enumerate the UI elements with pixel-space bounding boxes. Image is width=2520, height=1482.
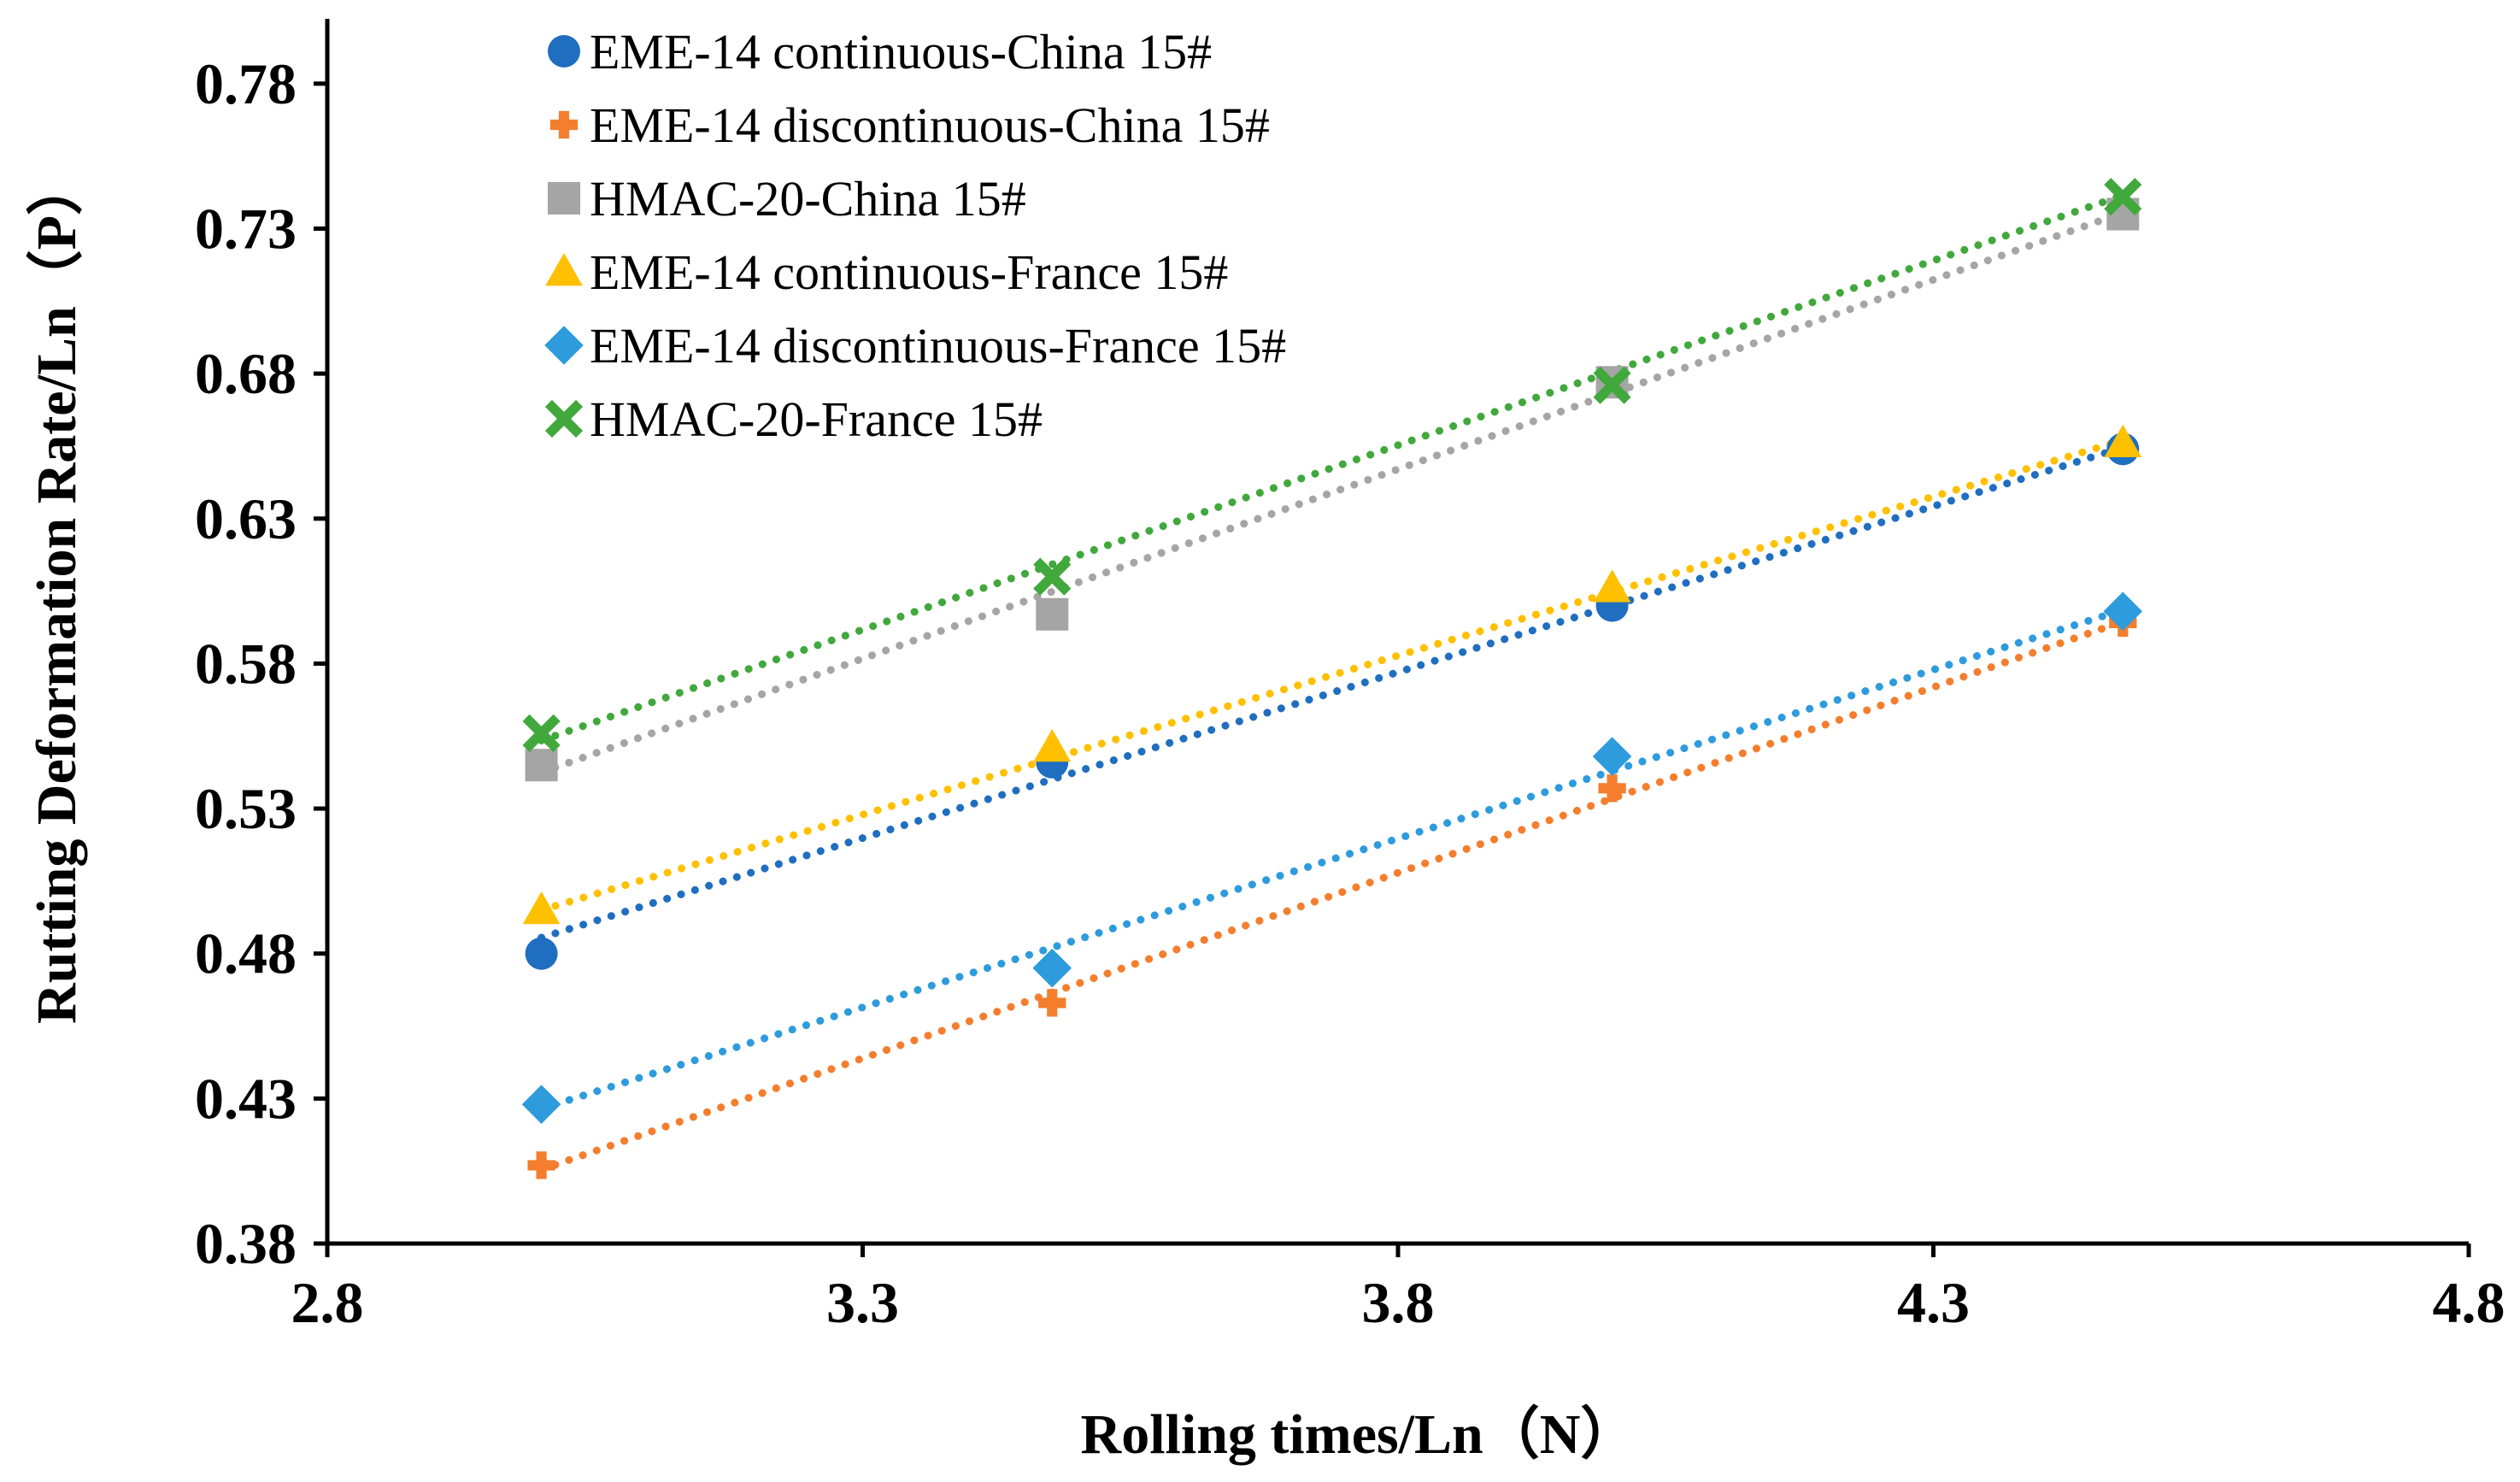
legend-marker-2 (549, 110, 579, 139)
x-marker-stroke (1593, 366, 1631, 404)
data-point-series-5 (2103, 591, 2143, 632)
data-point-series-6 (1593, 366, 1631, 404)
legend-marker-5 (544, 326, 584, 365)
y-tick-label: 0.78 (195, 51, 297, 116)
data-point-series-6 (522, 714, 561, 752)
axes (314, 19, 2471, 1257)
data-point-series-4 (1593, 569, 1631, 603)
legend-marker-6 (544, 399, 584, 438)
legend-marker-3 (548, 182, 580, 215)
data-point-series-5 (521, 1085, 561, 1124)
legend-label-3: HMAC-20-China 15# (590, 171, 1026, 226)
data-points (521, 178, 2143, 1179)
legend-label-6: HMAC-20-France 15# (590, 391, 1043, 447)
legend-label-2: EME-14 discontinuous-China 15# (590, 97, 1270, 153)
data-point-series-6 (2104, 178, 2142, 216)
y-tick-label: 0.43 (195, 1066, 297, 1131)
legend: EME-14 continuous-China 15# EME-14 discon… (544, 24, 1286, 447)
data-point-series-5 (1592, 737, 1632, 776)
x-marker-stroke (1033, 557, 1072, 596)
legend-marker-1 (548, 35, 580, 68)
tick-labels: 0.38 0.43 0.48 0.53 0.58 0.63 0.68 0.73 0.78 2.8 3… (195, 51, 2505, 1335)
trendline-series-6 (537, 191, 2127, 744)
data-point-series-2 (1598, 774, 1626, 803)
data-point-series-2 (1038, 989, 1066, 1017)
data-point-series-3 (525, 749, 558, 782)
x-tick-label: 3.3 (826, 1270, 899, 1335)
legend-label-1: EME-14 continuous-China 15# (590, 24, 1212, 79)
data-point-series-4 (1033, 728, 1072, 762)
x-marker-stroke (2104, 178, 2142, 216)
data-point-series-4 (2104, 424, 2142, 457)
data-point-series-4 (522, 891, 561, 925)
trendline-series-3 (537, 209, 2127, 777)
data-point-series-2 (527, 1151, 555, 1179)
y-tick-label: 0.63 (195, 486, 297, 551)
legend-label-5: EME-14 discontinuous-France 15# (590, 318, 1286, 373)
y-tick-label: 0.73 (195, 197, 297, 262)
y-tick-label: 0.68 (195, 341, 297, 406)
x-tick-label: 4.3 (1897, 1270, 1970, 1335)
data-point-series-6 (1033, 557, 1072, 596)
y-tick-label: 0.48 (195, 921, 297, 986)
data-point-series-3 (1036, 597, 1069, 631)
x-tick-label: 2.8 (291, 1270, 364, 1335)
y-tick-label: 0.38 (195, 1211, 297, 1276)
x-axis-title: Rolling times/Ln（N） (1081, 1403, 1637, 1466)
trendline-series-2 (537, 617, 2127, 1173)
y-axis-title: Rutting Deformation Rate/Ln（P） (25, 159, 88, 1024)
trendline-series-1 (537, 444, 2127, 942)
trendline-series-4 (537, 436, 2127, 914)
y-tick-label: 0.53 (195, 776, 297, 841)
x-tick-label: 3.8 (1362, 1270, 1435, 1335)
trendlines (537, 191, 2127, 1173)
legend-marker-4 (545, 253, 583, 286)
legend-label-4: EME-14 continuous-France 15# (590, 244, 1228, 300)
data-point-series-5 (1032, 948, 1072, 988)
y-tick-label: 0.58 (195, 631, 297, 696)
x-tick-label: 4.8 (2433, 1270, 2505, 1335)
data-point-series-1 (525, 937, 558, 970)
x-marker-stroke (544, 399, 584, 438)
x-marker-stroke (522, 714, 561, 752)
trendline-series-5 (537, 606, 2127, 1113)
